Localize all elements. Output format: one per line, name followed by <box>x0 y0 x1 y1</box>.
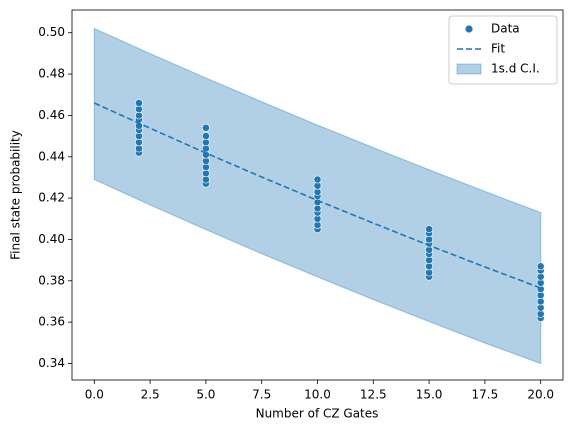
y-tick-label: 0.40 <box>38 232 65 246</box>
x-tick-label: 12.5 <box>360 388 387 402</box>
y-tick-label: 0.42 <box>38 191 65 205</box>
x-tick-label: 20.0 <box>527 388 554 402</box>
legend: Data Fit 1s.d C.I. <box>448 15 558 85</box>
y-axis-label: Final state probability <box>9 130 23 260</box>
data-point <box>536 262 545 271</box>
legend-label: Data <box>491 22 520 36</box>
x-tick-label: 0.0 <box>85 388 104 402</box>
data-point <box>313 175 322 184</box>
x-tick-label: 17.5 <box>472 388 499 402</box>
x-tick-label: 5.0 <box>196 388 215 402</box>
x-tick-label: 10.0 <box>304 388 331 402</box>
data-point <box>425 225 433 234</box>
data-point <box>135 99 143 107</box>
y-tick-label: 0.48 <box>38 67 65 81</box>
legend-swatch <box>456 63 482 75</box>
x-tick-label: 15.0 <box>416 388 443 402</box>
legend-label: 1s.d C.I. <box>491 62 540 76</box>
y-tick-label: 0.34 <box>38 356 65 370</box>
y-tick-label: 0.44 <box>38 149 65 163</box>
x-tick-label: 7.5 <box>252 388 271 402</box>
legend-label: Fit <box>491 42 505 56</box>
data-point <box>202 123 210 132</box>
y-tick-label: 0.38 <box>38 273 65 287</box>
legend-swatch <box>465 25 473 33</box>
x-axis-label: Number of CZ Gates <box>256 407 379 421</box>
fit-line <box>93 102 541 289</box>
y-tick-label: 0.50 <box>38 25 65 39</box>
y-tick-label: 0.46 <box>38 108 65 122</box>
legend-box <box>448 15 558 85</box>
x-tick-label: 2.5 <box>141 388 160 402</box>
data-point <box>202 132 210 140</box>
y-tick-label: 0.36 <box>38 315 65 329</box>
